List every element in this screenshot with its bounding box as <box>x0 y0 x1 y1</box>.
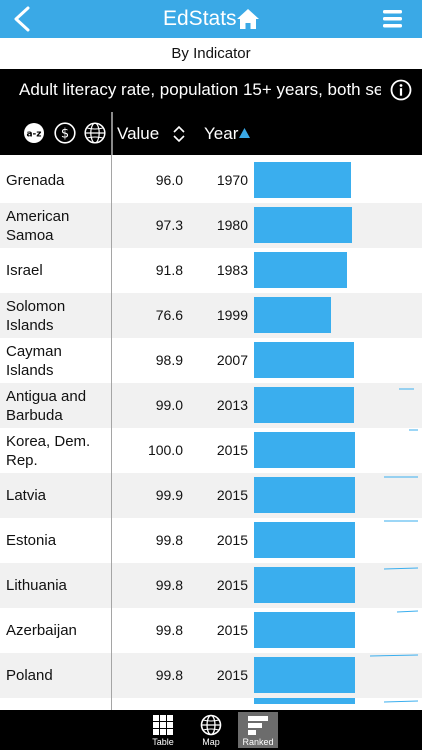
data-year: 2015 <box>216 442 248 458</box>
value-bar <box>254 567 355 603</box>
indicator-value: 96.0 <box>155 172 183 188</box>
country-name: Cayman Islands <box>6 342 62 379</box>
menu-icon[interactable] <box>382 9 404 29</box>
country-name <box>6 698 106 710</box>
data-year: 1999 <box>216 307 248 323</box>
country-name: Antigua and Barbuda <box>6 387 87 424</box>
country-name: Poland <box>6 667 53 684</box>
country-name: Israel <box>6 262 43 279</box>
data-year: 2015 <box>216 532 248 548</box>
table-header: a-z $ Value Year <box>0 112 422 155</box>
indicator-value: 100.0 <box>147 442 183 458</box>
table-row[interactable]: Antigua and Barbuda 99.0 2013 <box>0 383 422 428</box>
country-name: Estonia <box>6 532 57 549</box>
region-filter-icon[interactable] <box>84 122 106 144</box>
view-mode-title: By Indicator <box>171 45 251 62</box>
indicator-value: 99.0 <box>155 397 183 413</box>
table-row[interactable]: Latvia 99.9 2015 <box>0 473 422 518</box>
table-row[interactable]: Poland 99.8 2015 <box>0 653 422 698</box>
value-bar <box>254 342 354 378</box>
column-divider <box>111 155 112 710</box>
indicator-value: 99.9 <box>155 487 183 503</box>
ranked-table: Grenada 96.0 1970 American Samoa 97.3 1980 Isr… <box>0 158 422 710</box>
table-row[interactable]: Estonia 99.8 2015 <box>0 518 422 563</box>
data-year: 2015 <box>216 667 248 683</box>
table-row[interactable]: American Samoa 97.3 1980 <box>0 203 422 248</box>
table-row[interactable]: Azerbaijan 99.8 2015 <box>0 608 422 653</box>
subheader: By Indicator <box>0 38 422 69</box>
tab-ranked-label: Ranked <box>242 737 274 747</box>
app-title: EdStats <box>163 7 237 30</box>
table-row[interactable]: Solomon Islands 76.6 1999 <box>0 293 422 338</box>
table-row[interactable]: Israel 91.8 1983 <box>0 248 422 293</box>
table-row[interactable]: Cayman Islands 98.9 2007 <box>0 338 422 383</box>
value-bar <box>254 162 351 198</box>
indicator-value <box>120 698 183 710</box>
tab-table[interactable]: Table <box>143 712 183 748</box>
tab-ranked[interactable]: Ranked <box>238 712 278 748</box>
country-name: Grenada <box>6 172 65 189</box>
value-bar <box>254 698 355 704</box>
country-name: Korea, Dem. Rep. <box>6 432 91 469</box>
info-icon[interactable] <box>390 79 412 101</box>
back-icon[interactable] <box>10 5 36 33</box>
currency-filter-icon[interactable]: $ <box>54 122 76 144</box>
bottom-tab-bar: Table Map Ranked <box>0 710 422 750</box>
indicator-value: 98.9 <box>155 352 183 368</box>
app-header: EdStats <box>0 0 422 38</box>
year-column-header[interactable]: Year <box>204 124 239 143</box>
header-divider <box>111 112 113 155</box>
indicator-value: 99.8 <box>155 532 183 548</box>
value-bar <box>254 657 355 693</box>
data-year: 2015 <box>216 577 248 593</box>
alphabetical-sort-icon[interactable]: a-z <box>23 122 45 144</box>
value-bar <box>254 252 347 288</box>
sort-ascending-icon[interactable] <box>239 128 250 138</box>
data-year: 2013 <box>216 397 248 413</box>
ranked-icon <box>248 716 268 735</box>
indicator-value: 99.8 <box>155 622 183 638</box>
tab-map-label: Map <box>202 737 220 747</box>
country-name: Solomon Islands <box>6 297 66 334</box>
indicator-value: 76.6 <box>155 307 183 323</box>
value-bar <box>254 387 354 423</box>
data-year: 2007 <box>216 352 248 368</box>
data-year: 1970 <box>216 172 248 188</box>
grid-icon <box>153 715 173 735</box>
value-bar <box>254 477 355 513</box>
data-year: 1983 <box>216 262 248 278</box>
value-column-header[interactable]: Value <box>117 124 160 143</box>
svg-text:$: $ <box>61 127 69 142</box>
indicator-value: 99.8 <box>155 577 183 593</box>
data-year: 2015 <box>216 487 248 503</box>
value-bar <box>254 612 355 648</box>
indicator-value: 97.3 <box>155 217 183 233</box>
country-name: Lithuania <box>6 577 67 594</box>
table-row[interactable]: Grenada 96.0 1970 <box>0 158 422 203</box>
indicator-bar[interactable]: Adult literacy rate, population 15+ year… <box>0 69 422 112</box>
country-name: Latvia <box>6 487 47 504</box>
tab-map[interactable]: Map <box>191 712 231 748</box>
data-year: 1980 <box>216 217 248 233</box>
indicator-value: 99.8 <box>155 667 183 683</box>
indicator-title: Adult literacy rate, population 15+ year… <box>19 80 381 99</box>
table-row[interactable] <box>0 698 422 710</box>
value-bar <box>254 207 352 243</box>
svg-text:a-z: a-z <box>26 130 41 140</box>
value-bar <box>254 297 331 333</box>
data-year <box>208 698 248 710</box>
indicator-value: 91.8 <box>155 262 183 278</box>
table-row[interactable]: Korea, Dem. Rep. 100.0 2015 <box>0 428 422 473</box>
data-year: 2015 <box>216 622 248 638</box>
country-name: Azerbaijan <box>6 622 77 639</box>
sort-toggle-icon[interactable] <box>172 124 186 144</box>
home-icon[interactable] <box>236 8 260 30</box>
table-row[interactable]: Lithuania 99.8 2015 <box>0 563 422 608</box>
value-bar <box>254 432 355 468</box>
country-name: American Samoa <box>6 207 70 244</box>
value-bar <box>254 522 355 558</box>
globe-icon <box>200 714 222 736</box>
tab-table-label: Table <box>152 737 174 747</box>
